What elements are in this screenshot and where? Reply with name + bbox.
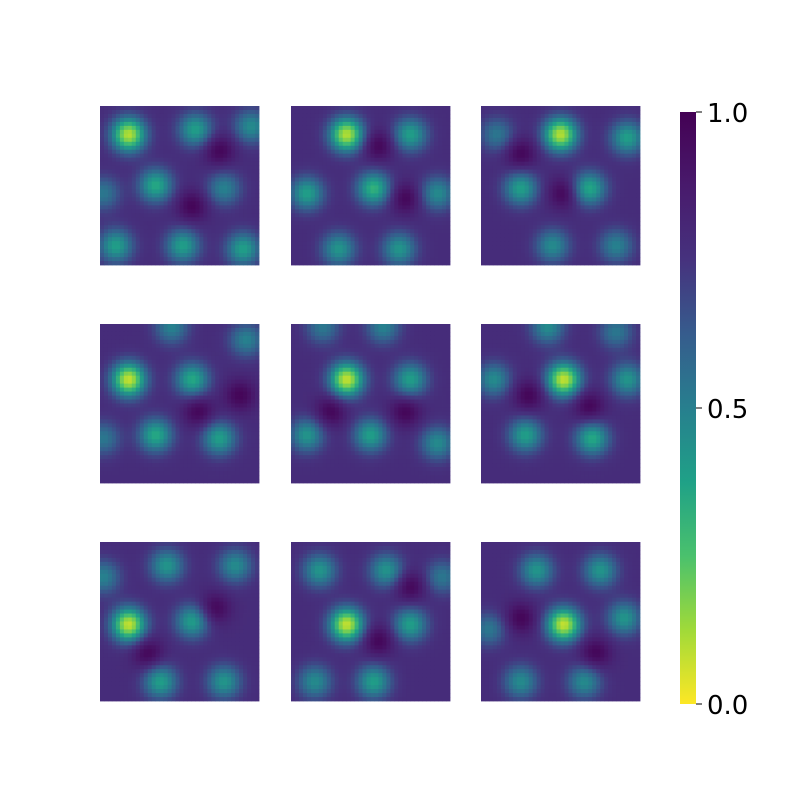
colorbar-tick-label-1: 1.0: [707, 99, 748, 129]
colorbar-tick-label-0: 0.0: [707, 691, 748, 721]
heatmap-panel-4: [100, 324, 260, 484]
heatmap-panel-1: [100, 106, 260, 266]
heatmap-panel-8: [291, 542, 451, 702]
colorbar-gradient: [680, 112, 696, 704]
heatmap-grid: [100, 106, 641, 702]
heatmap-panel-3: [481, 106, 641, 266]
heatmap-panel-2: [291, 106, 451, 266]
colorbar-tick-label-05: 0.5: [707, 395, 748, 425]
heatmap-panel-9: [481, 542, 641, 702]
colorbar: 1.0 0.5 0.0: [680, 99, 748, 721]
heatmap-panel-5: [291, 324, 451, 484]
heatmap-panel-6: [481, 324, 641, 484]
heatmap-panel-7: [100, 542, 260, 702]
